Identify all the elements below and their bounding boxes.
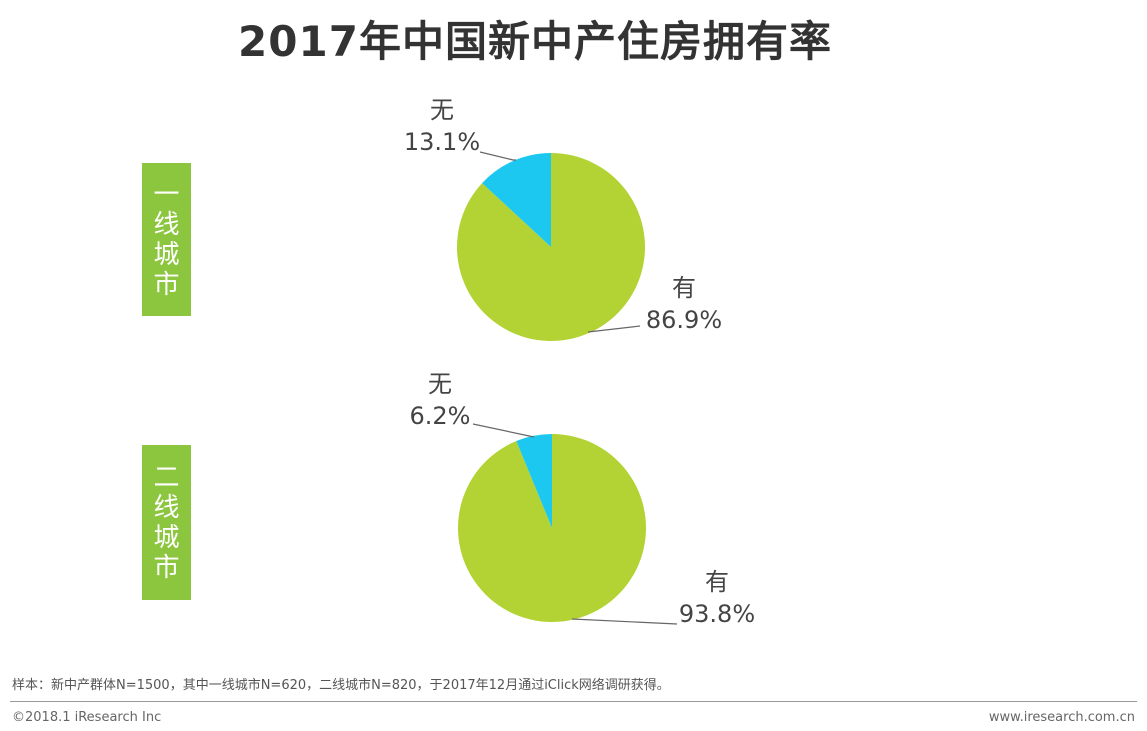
slice-value-yes: 86.9% bbox=[646, 306, 722, 334]
slice-name-no: 无 bbox=[428, 370, 452, 398]
pie-slice-yes bbox=[458, 434, 647, 622]
leader-line-yes bbox=[587, 325, 641, 333]
website-url: www.iresearch.com.cn bbox=[988, 710, 1135, 725]
leader-line-no bbox=[479, 151, 516, 161]
tier2-label-char: 市 bbox=[153, 552, 180, 583]
slice-name-yes: 有 bbox=[705, 568, 729, 596]
pie-slice-no bbox=[516, 434, 552, 528]
slice-name-no: 无 bbox=[430, 96, 454, 124]
copyright: ©2018.1 iResearch Inc bbox=[12, 710, 162, 725]
leader-line-yes bbox=[571, 618, 678, 625]
tier2-label-char: 线 bbox=[153, 492, 180, 523]
tier2-label-char: 二 bbox=[153, 462, 180, 493]
tier1-label-char: 市 bbox=[153, 269, 180, 300]
tier1-label-char: 线 bbox=[153, 209, 180, 240]
chart-title: 2017年中国新中产住房拥有率 bbox=[238, 17, 832, 66]
tier2-city-label: 二 线 城 市 bbox=[142, 445, 191, 600]
leader-line-no bbox=[472, 423, 535, 438]
tier1-city-label: 一 线 城 市 bbox=[142, 163, 191, 316]
slice-name-yes: 有 bbox=[672, 274, 696, 302]
footer-divider bbox=[10, 701, 1137, 702]
sample-footnote: 样本：新中产群体N=1500，其中一线城市N=620，二线城市N=820，于20… bbox=[12, 678, 670, 693]
tier1-label-char: 一 bbox=[153, 179, 180, 210]
slice-value-yes: 93.8% bbox=[679, 600, 755, 628]
slice-value-no: 13.1% bbox=[404, 128, 480, 156]
pie-slice-no bbox=[482, 152, 551, 247]
tier2-label-char: 城 bbox=[153, 522, 180, 553]
slice-value-no: 6.2% bbox=[410, 402, 471, 430]
tier1-label-char: 城 bbox=[153, 239, 180, 270]
